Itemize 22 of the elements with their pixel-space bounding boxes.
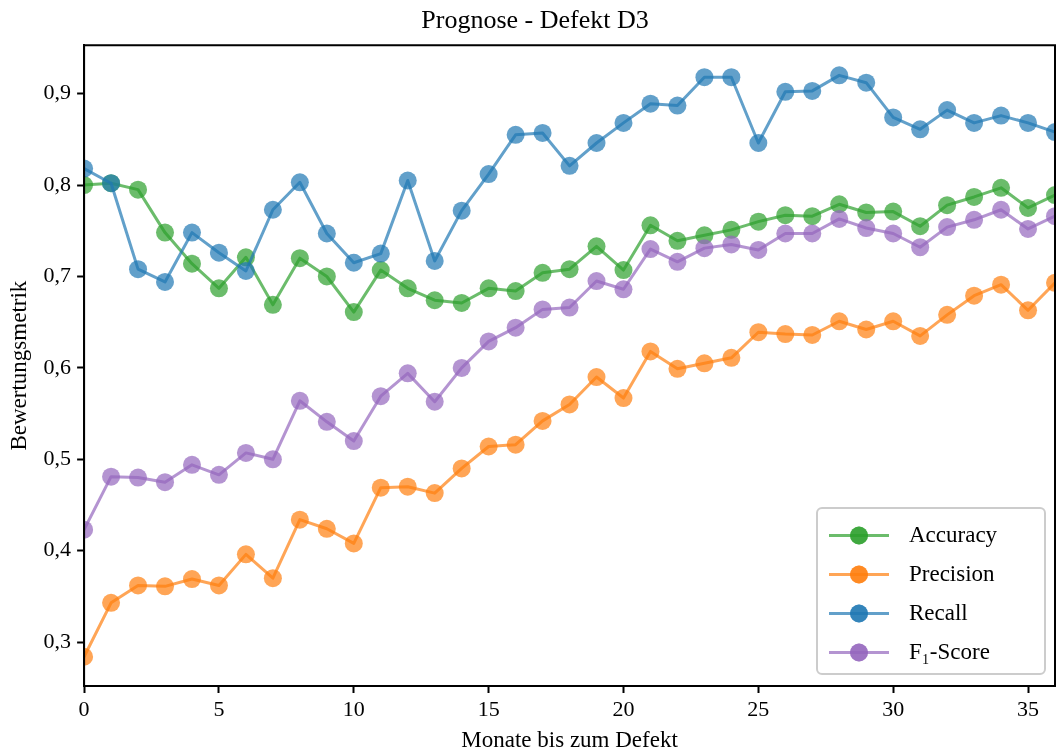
x-tick-label: 20	[612, 695, 635, 721]
y-tick-label: 0,6	[43, 353, 72, 379]
y-tick-label: 0,4	[43, 536, 72, 562]
y-tick-label: 0,9	[43, 79, 72, 105]
x-axis-title: Monate bis zum Defekt	[461, 727, 679, 753]
y-axis-title: Bewertungsmetrik	[5, 280, 31, 451]
x-tick-label: 15	[477, 695, 500, 721]
legend-label: Recall	[909, 599, 968, 625]
legend-label: Accuracy	[909, 521, 998, 547]
y-tick-label: 0,8	[43, 170, 72, 196]
x-tick-label: 5	[213, 695, 225, 721]
x-tick-label: 0	[78, 695, 90, 721]
x-tick-label: 10	[342, 695, 365, 721]
legend-label: Precision	[909, 560, 996, 586]
x-tick-label: 25	[747, 695, 770, 721]
x-tick-label: 30	[882, 695, 905, 721]
y-tick-label: 0,5	[43, 445, 72, 471]
chart-title: Prognose - Defekt D3	[421, 5, 649, 35]
y-tick-label: 0,7	[43, 262, 72, 288]
legend-label: F₁-Score	[909, 638, 990, 664]
x-tick-label: 35	[1017, 695, 1040, 721]
y-tick-label: 0,3	[43, 627, 72, 653]
